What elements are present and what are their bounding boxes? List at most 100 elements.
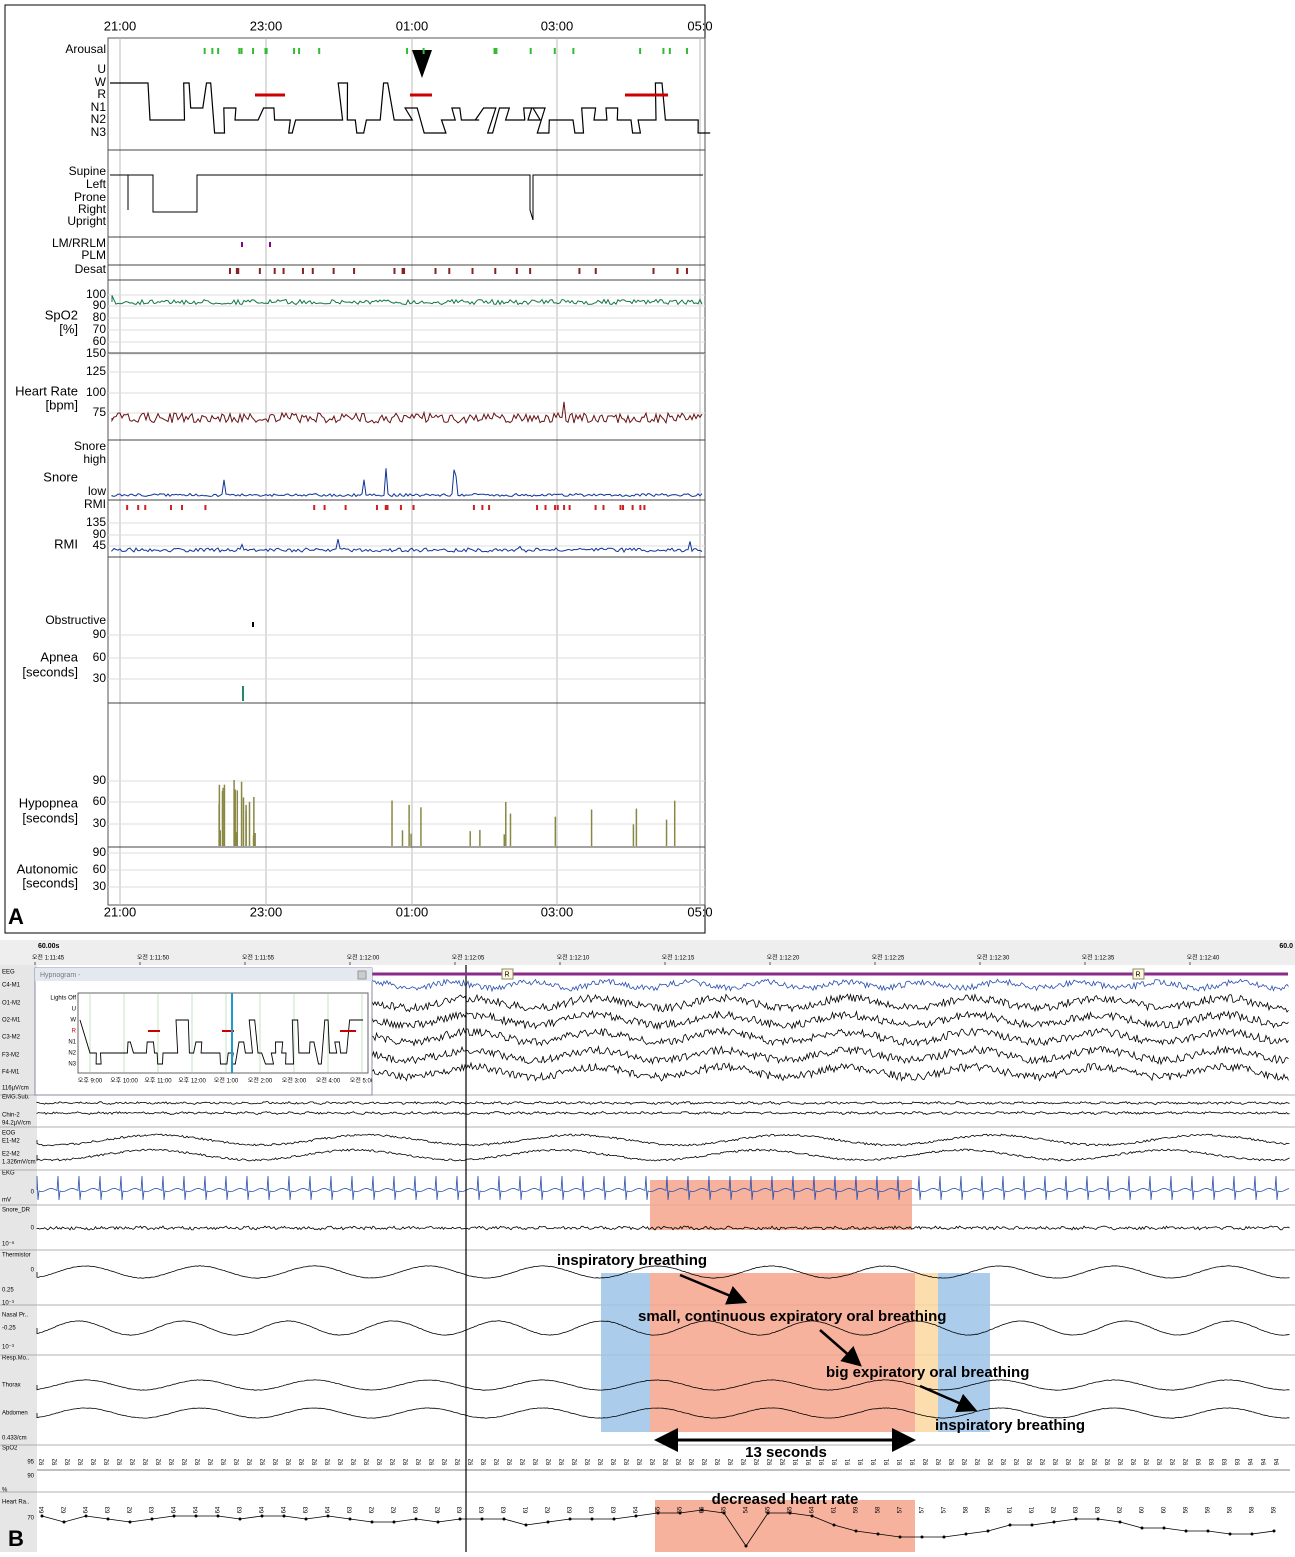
inset-stage-label: N2 — [68, 1051, 76, 1057]
group-label: Autonomic — [17, 861, 79, 876]
spo2-value: 92 — [1080, 1458, 1086, 1465]
heart-rate-value: 62 — [436, 1506, 442, 1513]
scale-label: 80 — [93, 310, 107, 324]
heart-rate-point — [1228, 1532, 1232, 1536]
spo2-value: 92 — [274, 1458, 280, 1465]
inset-time-label: 오전 5:00 — [350, 1077, 375, 1085]
eeg-trace — [371, 1044, 1289, 1066]
group-label: Snore — [43, 469, 78, 484]
rmi-trace — [111, 538, 703, 554]
spo2-value: 92 — [300, 1458, 306, 1465]
heart-rate-point — [766, 1511, 770, 1515]
spo2-value: 91 — [846, 1458, 852, 1465]
eeg-trace — [371, 1009, 1289, 1031]
scale-label: N1 — [91, 100, 107, 114]
scale-label: 90 — [93, 845, 107, 859]
heart-rate-point — [964, 1532, 968, 1536]
annotation: small, continuous expiratory oral breath… — [638, 1308, 946, 1325]
inset-time-label: 오전 1:00 — [214, 1077, 239, 1085]
spo2-value: 92 — [664, 1458, 670, 1465]
channel-label: 94.2µV/cm — [2, 1121, 31, 1127]
heart-rate-value: 64 — [84, 1506, 90, 1513]
spo2-value: 92 — [1132, 1458, 1138, 1465]
inset-time-label: 오전 3:00 — [282, 1077, 307, 1085]
heart-rate-point — [920, 1535, 924, 1539]
spo2-value: 92 — [989, 1458, 995, 1465]
heart-rate-point — [1272, 1529, 1276, 1533]
scale-label: 90 — [93, 298, 107, 312]
spo2-value: 93 — [1197, 1458, 1203, 1465]
channel-label: EOG — [2, 1131, 16, 1137]
spo2-value: 92 — [118, 1458, 124, 1465]
spo2-value: 91 — [911, 1458, 917, 1465]
time-label: 03:00 — [541, 904, 574, 919]
heart-rate-value: 62 — [370, 1506, 376, 1513]
heart-rate-value: 62 — [1118, 1506, 1124, 1513]
scale-label: 30 — [93, 816, 107, 830]
spo2-value: 92 — [703, 1458, 709, 1465]
channel-label: -0.25 — [2, 1326, 16, 1332]
heart-rate-point — [524, 1523, 528, 1527]
heart-rate-value: 64 — [810, 1506, 816, 1513]
time-bar — [0, 940, 1295, 965]
spo2-value: 92 — [1171, 1458, 1177, 1465]
heart-rate-point — [854, 1529, 858, 1533]
scale-label: Obstructive — [45, 613, 106, 627]
inset-stage-label: R — [72, 1029, 77, 1035]
scale-label: 90 — [93, 773, 107, 787]
group-label: Apnea — [40, 649, 78, 664]
spo2-value: 92 — [209, 1458, 215, 1465]
channel-label: 1.326mV/cm — [2, 1160, 36, 1166]
stage-marker: R — [1135, 971, 1140, 978]
heart-rate-value: 60 — [1162, 1506, 1168, 1513]
spo2-value: 94 — [1249, 1458, 1255, 1465]
spo2-value: 92 — [313, 1458, 319, 1465]
channel-label: Nasal Pr.. — [2, 1313, 28, 1319]
annotation: decreased heart rate — [712, 1491, 859, 1508]
scale-label: high — [83, 452, 106, 466]
highlight — [655, 1500, 915, 1552]
channel-label: Snore_DR — [2, 1208, 31, 1214]
scale-label: 30 — [93, 671, 107, 685]
heart-rate-point — [546, 1520, 550, 1524]
thorax-trace — [36, 1379, 1290, 1391]
scale-label: N2 — [91, 112, 107, 126]
group-label: [seconds] — [22, 875, 78, 890]
spo2-value: 92 — [976, 1458, 982, 1465]
heart-rate-value: 65 — [678, 1506, 684, 1513]
heart-rate-point — [876, 1532, 880, 1536]
highlight — [650, 1273, 915, 1432]
channel-label: 0 — [31, 1190, 35, 1196]
channel-label: E1-M2 — [2, 1139, 20, 1145]
heart-rate-point — [700, 1508, 704, 1512]
spo2-value: 92 — [495, 1458, 501, 1465]
channel-label: 90 — [27, 1474, 34, 1480]
window-size: 60.00s — [38, 943, 60, 950]
heart-rate-trace — [111, 401, 703, 425]
time-label: 03:00 — [541, 18, 574, 33]
spo2-value: 92 — [625, 1458, 631, 1465]
hypnogram-inset: Hypnogram - Lights Off UWR N1 N2 N3 오후 9:00 오후 … — [34, 967, 375, 1096]
heart-rate-value: 57 — [942, 1506, 948, 1513]
inset-stage-label: Lights Off — [50, 996, 76, 1002]
time-label: 23:00 — [250, 904, 283, 919]
heart-rate-value: 63 — [458, 1506, 464, 1513]
time-label: 오전 1:12:30 — [977, 954, 1010, 962]
channel-label: 0 — [31, 1268, 35, 1274]
scale-label: 30 — [93, 879, 107, 893]
spo2-value: 92 — [612, 1458, 618, 1465]
ekg-trace — [36, 1175, 1290, 1201]
scale-label: Desat — [75, 262, 107, 276]
heart-rate-point — [1162, 1526, 1166, 1530]
highlight — [650, 1180, 912, 1230]
inset-time-label: 오후 11:00 — [144, 1077, 172, 1085]
heart-rate-value: 62 — [128, 1506, 134, 1513]
scale-label: Prone — [74, 190, 106, 204]
time-label: 오전 1:12:15 — [662, 954, 695, 962]
spo2-value: 92 — [521, 1458, 527, 1465]
heart-rate-point — [1008, 1523, 1012, 1527]
group-label: [%] — [59, 321, 78, 336]
spo2-value: 92 — [534, 1458, 540, 1465]
scale-label: R — [97, 87, 106, 101]
